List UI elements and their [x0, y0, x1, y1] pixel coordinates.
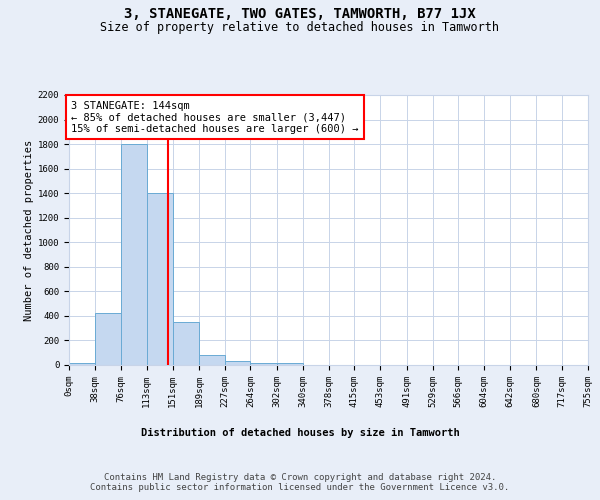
Bar	[95, 314, 121, 365]
Bar	[173, 322, 199, 365]
Bar	[199, 355, 225, 365]
Bar	[146, 193, 173, 365]
Text: 3 STANEGATE: 144sqm
← 85% of detached houses are smaller (3,447)
15% of semi-det: 3 STANEGATE: 144sqm ← 85% of detached ho…	[71, 100, 359, 134]
Bar	[277, 362, 303, 365]
Bar	[121, 144, 146, 365]
Text: Size of property relative to detached houses in Tamworth: Size of property relative to detached ho…	[101, 21, 499, 34]
Y-axis label: Number of detached properties: Number of detached properties	[23, 140, 34, 320]
Text: Contains HM Land Registry data © Crown copyright and database right 2024.
Contai: Contains HM Land Registry data © Crown c…	[91, 472, 509, 492]
Text: 3, STANEGATE, TWO GATES, TAMWORTH, B77 1JX: 3, STANEGATE, TWO GATES, TAMWORTH, B77 1…	[124, 8, 476, 22]
Bar	[69, 362, 95, 365]
Bar	[225, 362, 250, 365]
Text: Distribution of detached houses by size in Tamworth: Distribution of detached houses by size …	[140, 428, 460, 438]
Bar	[250, 362, 277, 365]
